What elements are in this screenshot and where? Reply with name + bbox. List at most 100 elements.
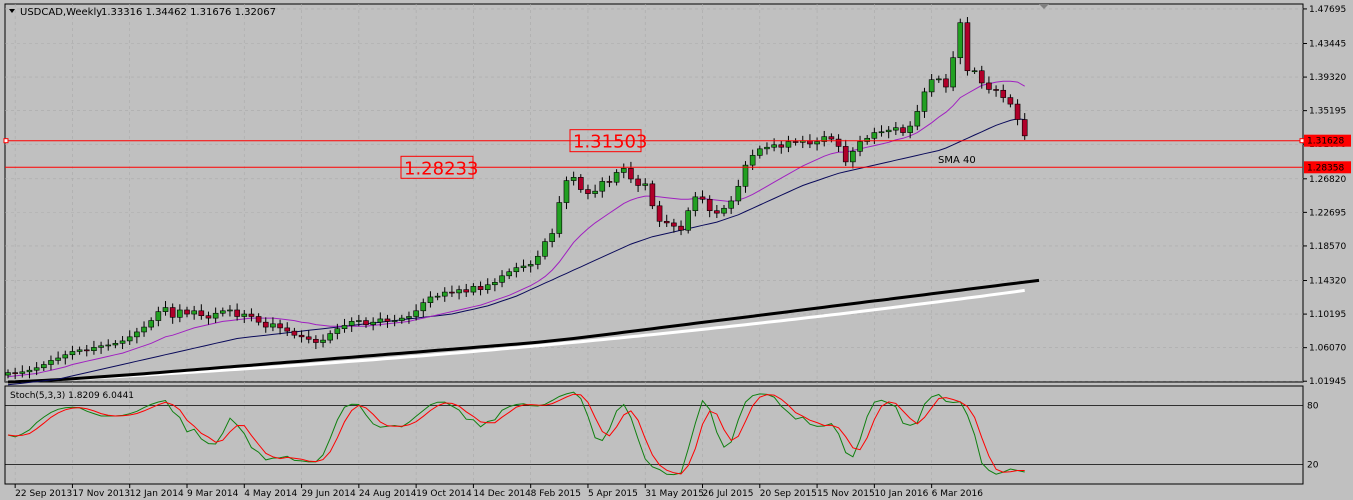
candle-bullish <box>885 129 892 133</box>
candle-bullish <box>227 309 233 312</box>
candle-bearish <box>900 127 906 133</box>
candle-bearish <box>714 210 720 214</box>
candle-bearish <box>699 196 706 200</box>
candle-bullish <box>427 296 434 303</box>
candle-bearish <box>628 168 634 180</box>
candle-bearish <box>384 318 391 322</box>
candle-bullish <box>599 181 606 192</box>
time-tick-label: 9 Mar 2014 <box>187 489 239 499</box>
candle-bullish <box>155 311 162 321</box>
candle-bullish <box>191 310 197 315</box>
candle-bullish <box>950 57 956 88</box>
time-tick-label: 6 Mar 2016 <box>932 489 984 499</box>
level-price-label: 1.31503 <box>573 132 647 153</box>
candle-bullish <box>871 132 878 139</box>
level-price-box[interactable] <box>400 155 474 179</box>
sma40-label: SMA 40 <box>938 155 976 166</box>
candle-bearish <box>778 144 785 148</box>
candle-bullish <box>527 264 534 267</box>
time-tick-label: 26 Jul 2015 <box>703 489 754 499</box>
time-tick-label: 4 May 2014 <box>244 489 297 499</box>
chart-menu-triangle-icon[interactable] <box>9 9 15 13</box>
candle-bullish <box>520 265 527 268</box>
candle-bearish <box>577 177 584 190</box>
candle-bullish <box>492 282 498 286</box>
level-axis-tag-label: 1.28358 <box>1307 163 1344 173</box>
candle-bearish <box>671 222 677 227</box>
candle-bullish <box>506 271 513 277</box>
candle-bullish <box>162 307 169 312</box>
candle-bullish <box>721 207 727 214</box>
candle-bullish <box>756 148 763 156</box>
stoch-plot-frame <box>4 385 1304 485</box>
candle-bullish <box>692 196 699 211</box>
candle-bullish <box>91 347 97 351</box>
candle-bearish <box>449 291 455 294</box>
level-axis-tag <box>1304 161 1351 174</box>
candle-bullish <box>377 318 384 323</box>
candle-bullish <box>148 320 154 328</box>
candle-bullish <box>141 326 147 333</box>
sma-black-line <box>7 278 1040 384</box>
candle-bearish <box>262 321 269 328</box>
candle-bearish <box>284 327 291 332</box>
candle-bullish <box>398 317 405 321</box>
candle-bearish <box>993 89 999 91</box>
level-handle[interactable] <box>3 138 9 144</box>
candle-bearish <box>234 309 240 317</box>
candle-bullish <box>764 146 770 150</box>
sma40-line <box>7 118 1025 386</box>
stoch-title: Stoch(5,3,3) 1.8209 6.0441 <box>10 391 134 401</box>
candle-bearish <box>463 289 470 293</box>
candle-bullish <box>821 136 828 142</box>
time-axis: 22 Sep 2013 17 Nov 2013 12 Jan 2014 9 Mar 2… <box>14 4 984 499</box>
level-handle[interactable] <box>1299 138 1305 144</box>
candle-bearish <box>943 78 949 88</box>
candle-bullish <box>907 125 913 133</box>
candle-bullish <box>484 284 491 290</box>
candle-bullish <box>499 275 505 283</box>
candle-bullish <box>220 310 226 314</box>
candle-bearish <box>835 138 842 147</box>
stoch-level-label: 20 <box>1307 460 1319 470</box>
candle-bearish <box>1021 119 1028 137</box>
time-tick-label: 8 Feb 2015 <box>531 489 581 499</box>
candle-bullish <box>348 321 355 326</box>
candle-bearish <box>1007 97 1014 105</box>
price-tick-label: 1.18570 <box>1309 242 1346 252</box>
level-price-box[interactable] <box>569 129 642 153</box>
moving-averages <box>7 80 1040 386</box>
shift-marker-icon[interactable] <box>1039 4 1049 9</box>
level-axis-tag-label: 1.31628 <box>1307 137 1344 147</box>
stoch-signal-line <box>7 393 1025 475</box>
candle-bullish <box>620 168 627 173</box>
candle-bullish <box>134 331 140 338</box>
candle-bullish <box>928 79 935 93</box>
candle-bullish <box>370 321 376 325</box>
candle-bullish <box>327 333 334 341</box>
chart-ohlc-values: 1.33316 1.34462 1.31676 1.32067 <box>101 7 276 18</box>
candle-bearish <box>305 336 312 340</box>
time-tick-label: 19 Oct 2014 <box>416 489 472 499</box>
candle-bearish <box>1014 103 1021 120</box>
candle-bullish <box>570 177 577 181</box>
candle-bearish <box>978 70 985 84</box>
candle-bearish <box>12 372 18 374</box>
candle-bullish <box>850 150 856 163</box>
candle-bullish <box>33 367 40 371</box>
candle-bullish <box>735 185 742 202</box>
candle-bullish <box>771 144 777 148</box>
stoch-level-label: 80 <box>1307 402 1319 412</box>
main-plot-frame <box>4 3 1304 383</box>
candle-bearish <box>986 82 992 90</box>
stochastic-indicator: 80 20 <box>5 391 1319 476</box>
horizontal-levels[interactable]: 1.31503 1.31628 1.28233 1.28358 <box>3 129 1351 180</box>
candle-bullish <box>513 267 520 273</box>
candle-bearish <box>649 183 656 207</box>
candle-bullish <box>40 364 47 369</box>
candle-bullish <box>749 155 756 166</box>
candle-bullish <box>878 131 885 134</box>
candle-bullish <box>406 316 412 319</box>
candle-bearish <box>1000 89 1007 98</box>
